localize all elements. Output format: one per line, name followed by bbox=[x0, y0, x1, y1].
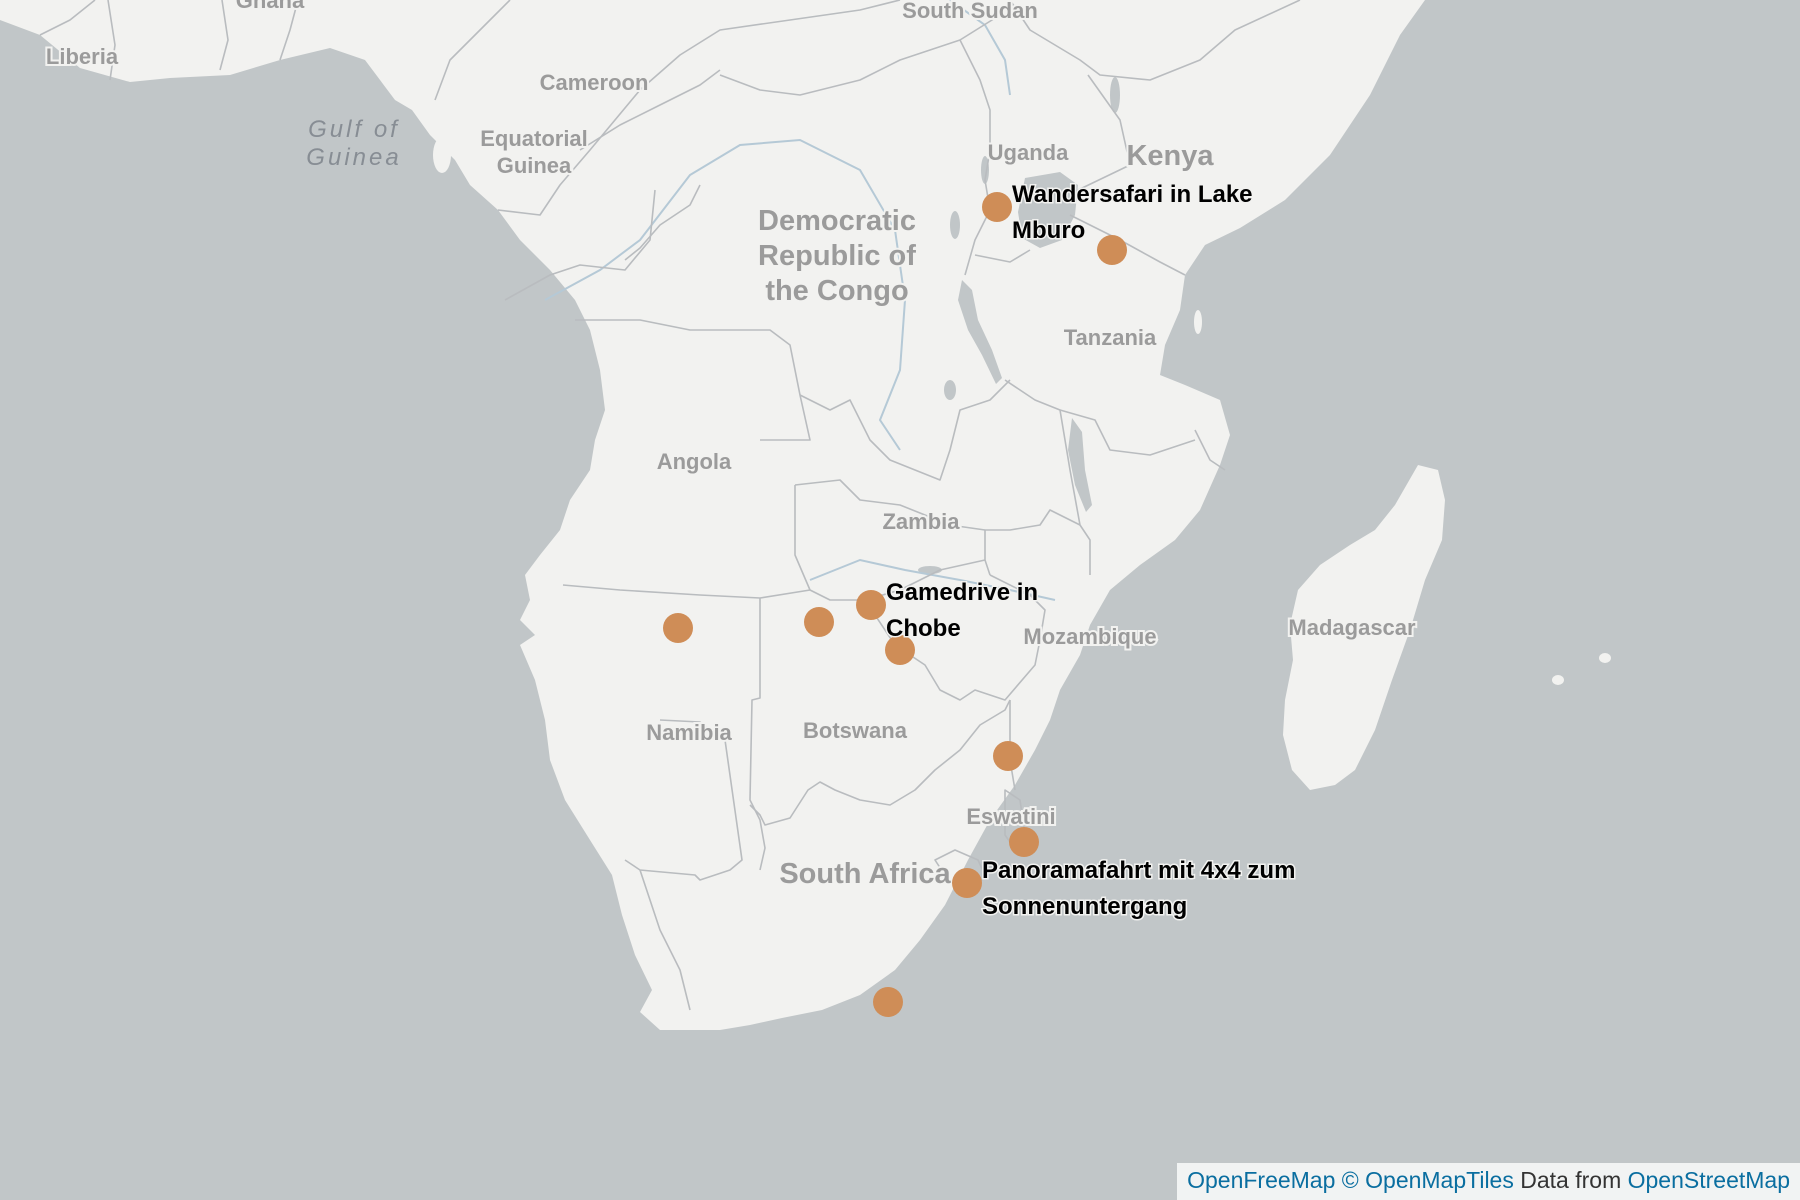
marker-victoria-falls[interactable] bbox=[885, 635, 915, 665]
label-gulf-of-guinea-2: Guinea bbox=[306, 144, 401, 171]
lake-kivu bbox=[950, 211, 960, 239]
marker-label-drakensberg-2: Sonnenuntergang bbox=[982, 893, 1187, 920]
lake-turkana bbox=[1110, 77, 1120, 113]
label-ghana: Ghana bbox=[236, 0, 305, 13]
label-kenya: Kenya bbox=[1126, 140, 1214, 172]
label-south-africa: South Africa bbox=[779, 858, 951, 890]
land-africa bbox=[0, 0, 1425, 1030]
marker-garden-route[interactable] bbox=[873, 987, 903, 1017]
label-eswatini: Eswatini bbox=[966, 804, 1055, 829]
marker-label-drakensberg-1: Panoramafahrt mit 4x4 zum bbox=[982, 857, 1295, 884]
marker-caprivi[interactable] bbox=[804, 607, 834, 637]
land-madagascar bbox=[1283, 465, 1445, 790]
lake-mweru bbox=[944, 380, 956, 400]
lake-albert bbox=[981, 156, 989, 184]
land-mauritius bbox=[1552, 675, 1564, 685]
openstreetmap-link[interactable]: OpenStreetMap bbox=[1627, 1167, 1790, 1193]
openfreemap-link[interactable]: OpenFreeMap bbox=[1187, 1167, 1336, 1193]
label-drc-3: the Congo bbox=[765, 275, 908, 307]
lake-malawi bbox=[1068, 418, 1092, 512]
map-attribution: OpenFreeMap © OpenMapTiles Data from Ope… bbox=[1177, 1163, 1800, 1200]
marker-chobe[interactable] bbox=[856, 590, 886, 620]
label-tanzania: Tanzania bbox=[1064, 325, 1157, 350]
country-labels: Ghana Liberia South Sudan Cameroon Equat… bbox=[44, 0, 1418, 892]
marker-serengeti[interactable] bbox=[1097, 235, 1127, 265]
markers[interactable] bbox=[663, 192, 1127, 1017]
label-south-sudan: South Sudan bbox=[902, 0, 1038, 23]
sea-labels: Gulf of Guinea bbox=[305, 115, 401, 173]
rivers bbox=[544, 0, 1056, 601]
marker-kruger[interactable] bbox=[993, 741, 1023, 771]
marker-label-lake-mburo-1: Wandersafari in Lake bbox=[1012, 181, 1253, 208]
marker-label-lake-mburo-2: Mburo bbox=[1012, 217, 1085, 244]
land-reunion bbox=[1599, 653, 1611, 663]
label-madagascar: Madagascar bbox=[1288, 615, 1416, 640]
marker-drakensberg[interactable] bbox=[952, 868, 982, 898]
marker-hluhluwe[interactable] bbox=[1009, 827, 1039, 857]
label-zambia: Zambia bbox=[882, 509, 960, 534]
land-zanzibar bbox=[1194, 310, 1202, 334]
marker-etosha[interactable] bbox=[663, 613, 693, 643]
lake-tanganyika bbox=[958, 280, 1002, 384]
label-botswana: Botswana bbox=[803, 718, 908, 743]
label-cameroon: Cameroon bbox=[540, 70, 649, 95]
lake-victoria bbox=[1018, 172, 1078, 248]
land-bioko bbox=[433, 137, 451, 173]
label-gulf-of-guinea-1: Gulf of bbox=[308, 116, 400, 143]
marker-label-chobe-2: Chobe bbox=[886, 615, 961, 642]
country-borders bbox=[39, 0, 1301, 1011]
marker-lake-mburo[interactable] bbox=[982, 192, 1012, 222]
label-equatorial-guinea-1: Equatorial bbox=[480, 126, 588, 151]
marker-labels: Wandersafari in Lake Mburo Gamedrive in … bbox=[885, 180, 1297, 922]
label-uganda: Uganda bbox=[988, 140, 1069, 165]
label-mozambique: Mozambique bbox=[1023, 624, 1156, 649]
label-equatorial-guinea-2: Guinea bbox=[497, 153, 572, 178]
data-from-text: Data from bbox=[1520, 1167, 1622, 1193]
label-drc-2: Republic of bbox=[758, 240, 916, 272]
label-angola: Angola bbox=[657, 449, 732, 474]
marker-label-chobe-1: Gamedrive in bbox=[886, 579, 1038, 606]
label-liberia: Liberia bbox=[46, 44, 119, 69]
label-drc-1: Democratic bbox=[758, 205, 916, 237]
label-namibia: Namibia bbox=[646, 720, 732, 745]
openmaptiles-link[interactable]: © OpenMapTiles bbox=[1341, 1167, 1514, 1193]
